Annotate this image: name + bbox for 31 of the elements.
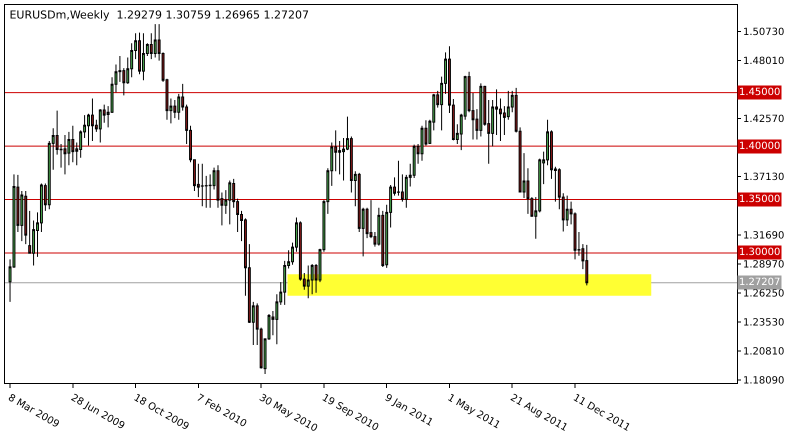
candlestick (228, 180, 232, 225)
candlestick (64, 134, 66, 175)
y-tick-label: 1.31690 (743, 230, 784, 242)
y-tick-label: 1.42570 (743, 114, 784, 126)
candlestick (306, 264, 310, 299)
candlestick (90, 98, 94, 142)
candlestick (479, 82, 482, 137)
x-tick-label: 18 Oct 2009 (132, 392, 191, 433)
ref-line-label: 1.40000 (739, 141, 780, 152)
chart-title: EURUSDm,Weekly 1.29279 1.30759 1.26965 1.27207 (9, 8, 309, 22)
candlestick (98, 108, 102, 144)
candlestick (585, 244, 588, 286)
y-tick-label: 1.50730 (743, 26, 784, 38)
y-tick-label: 1.18090 (743, 376, 784, 387)
candlestick (71, 125, 74, 163)
ref-line-label: 1.45000 (739, 87, 780, 98)
candlestick (142, 32, 145, 81)
y-tick-label: 1.28970 (743, 259, 784, 270)
ref-line-label: 1.30000 (739, 247, 780, 258)
ref-line-label: 1.35000 (739, 194, 780, 205)
ref-line-label: 1.27207 (739, 277, 780, 288)
y-tick-label: 1.23530 (743, 318, 784, 329)
candlestick (154, 24, 157, 58)
y-tick-label: 1.37130 (743, 172, 784, 184)
y-tick-label: 1.48010 (743, 56, 784, 67)
y-tick-label: 1.20810 (743, 346, 784, 358)
candlestick (200, 163, 204, 207)
candlestick (310, 263, 314, 295)
candlestick (24, 190, 28, 245)
x-tick-label: 8 Mar 2009 (6, 392, 61, 430)
y-tick-label: 1.26250 (743, 288, 784, 300)
